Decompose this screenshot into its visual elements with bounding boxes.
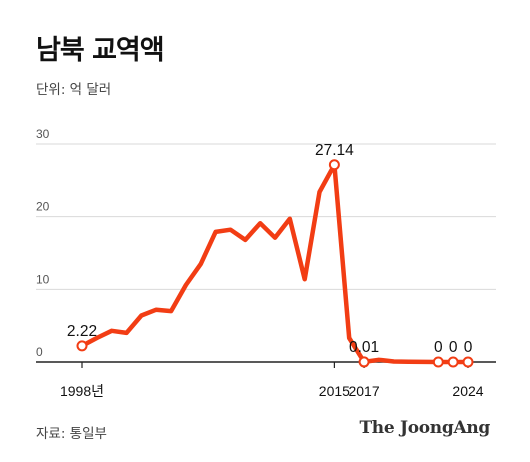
data-label: 0.01 bbox=[349, 339, 379, 356]
x-tick-label: 1998년 bbox=[60, 383, 104, 399]
data-point bbox=[432, 356, 444, 368]
data-point bbox=[328, 159, 340, 171]
y-tick-label: 20 bbox=[36, 200, 50, 214]
data-point bbox=[462, 356, 474, 368]
data-label: 2.22 bbox=[67, 323, 97, 340]
x-tick-label: 2024 bbox=[452, 383, 483, 399]
data-label: 27.14 bbox=[315, 142, 354, 159]
y-tick-label: 10 bbox=[36, 272, 50, 286]
data-label: 0 bbox=[464, 339, 473, 356]
data-label: 0 bbox=[449, 339, 458, 356]
x-tick-label: 2015 bbox=[319, 383, 350, 399]
chart-title: 남북 교역액 bbox=[36, 35, 165, 66]
data-point bbox=[358, 356, 370, 368]
x-tick-label: 2017 bbox=[348, 383, 379, 399]
data-label: 0 bbox=[434, 339, 443, 356]
source-label: 자료: 통일부 bbox=[36, 426, 107, 442]
y-tick-label: 30 bbox=[36, 127, 50, 141]
brand-logo: The JoongAng bbox=[359, 418, 490, 438]
series-line bbox=[79, 162, 471, 365]
data-point bbox=[76, 340, 88, 352]
y-tick-label: 0 bbox=[36, 345, 43, 359]
unit-label: 단위: 억 달러 bbox=[36, 82, 112, 98]
data-point bbox=[447, 356, 459, 368]
